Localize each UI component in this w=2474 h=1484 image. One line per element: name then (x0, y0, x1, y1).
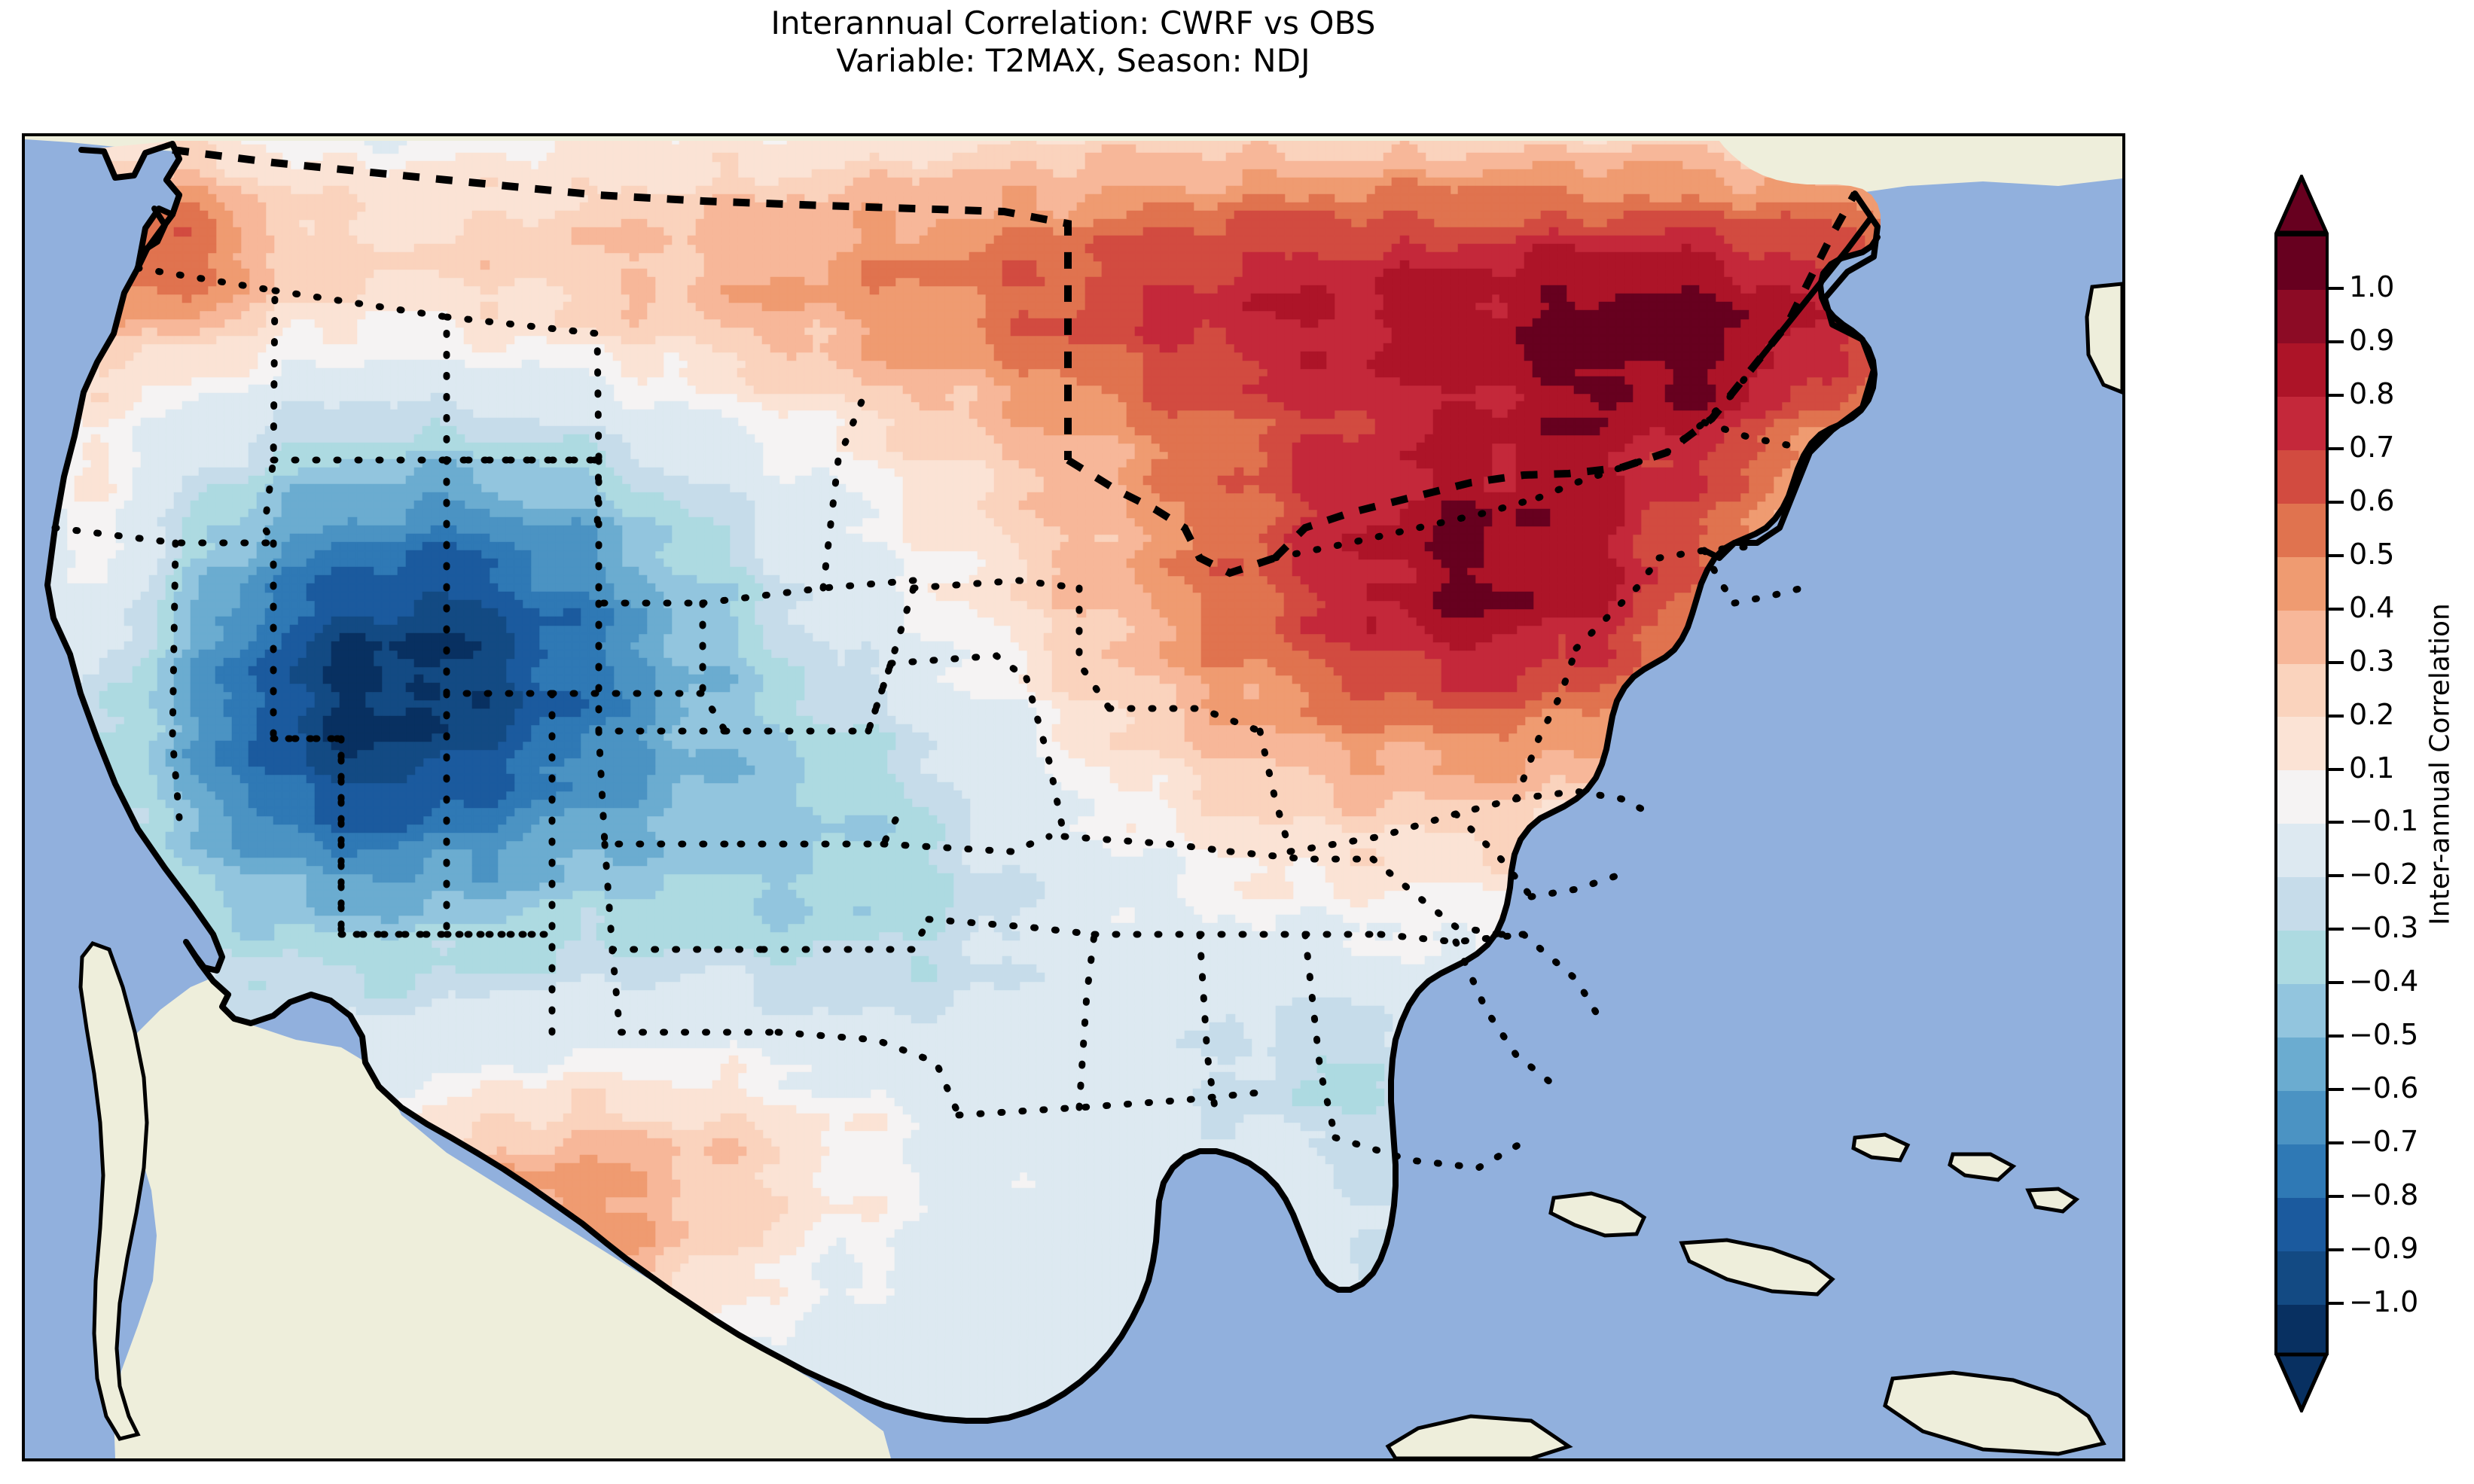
colorbar-tick-17 (2329, 1195, 2344, 1199)
colorbar-tick-label-16: −0.7 (2349, 1125, 2419, 1159)
colorbar-gradient (2274, 233, 2329, 1358)
colorbar-band-7 (2277, 610, 2326, 664)
colorbar-tick-label-0: 1.0 (2349, 270, 2395, 303)
colorbar-tick-label-12: −0.3 (2349, 911, 2419, 945)
colorbar-tick-label-11: −0.2 (2349, 858, 2419, 891)
title-line-2: Variable: T2MAX, Season: NDJ (836, 42, 1310, 80)
colorbar[interactable]: 1.0 0.9 0.8 0.7 0.6 0.5 0.4 0.3 0.2 0.1 −0.1 −0.2 −0… (2271, 113, 2474, 1415)
state-borders-layer (51, 146, 1859, 1172)
colorbar-band-1 (2277, 289, 2326, 343)
colorbar-tick-2 (2329, 393, 2344, 397)
page-title: Interannual Correlation: CWRF vs OBS Var… (0, 5, 2146, 81)
colorbar-tick-1 (2329, 340, 2344, 343)
colorbar-band-3 (2277, 396, 2326, 450)
colorbar-band-10 (2277, 770, 2326, 824)
colorbar-tick-16 (2329, 1141, 2344, 1145)
colorbar-band-15 (2277, 1038, 2326, 1091)
colorbar-tick-0 (2329, 286, 2344, 290)
colorbar-tick-label-13: −0.4 (2349, 964, 2419, 998)
colorbar-tick-label-14: −0.5 (2349, 1018, 2419, 1052)
title-line-1: Interannual Correlation: CWRF vs OBS (770, 5, 1376, 41)
colorbar-tick-label-4: 0.6 (2349, 483, 2395, 517)
colorbar-band-9 (2277, 717, 2326, 771)
colorbar-band-20 (2277, 1304, 2326, 1358)
colorbar-tick-label-1: 0.9 (2349, 323, 2395, 357)
colorbar-tick-13 (2329, 981, 2344, 985)
colorbar-band-6 (2277, 556, 2326, 611)
colorbar-band-16 (2277, 1091, 2326, 1144)
colorbar-tick-3 (2329, 446, 2344, 450)
colorbar-tick-11 (2329, 874, 2344, 878)
colorbar-band-18 (2277, 1197, 2326, 1251)
colorbar-band-0 (2277, 236, 2326, 290)
colorbar-band-8 (2277, 663, 2326, 718)
colorbar-band-2 (2277, 343, 2326, 397)
colorbar-tick-label-8: 0.2 (2349, 697, 2395, 731)
colorbar-tick-15 (2329, 1088, 2344, 1092)
colorbar-tick-label-18: −0.9 (2349, 1232, 2419, 1266)
colorbar-max-extend-arrow-icon (2274, 175, 2329, 235)
colorbar-tick-label-19: −1.0 (2349, 1285, 2419, 1319)
colorbar-tick-14 (2329, 1035, 2344, 1038)
colorbar-tick-label-15: −0.6 (2349, 1071, 2419, 1105)
colorbar-band-5 (2277, 503, 2326, 557)
colorbar-tick-label-5: 0.5 (2349, 537, 2395, 571)
correlation-map-panel[interactable] (22, 133, 2125, 1461)
colorbar-min-extend-arrow-icon (2274, 1352, 2329, 1412)
colorbar-tick-18 (2329, 1248, 2344, 1252)
colorbar-band-12 (2277, 877, 2326, 931)
colorbar-axis-label: Inter-annual Correlation (2424, 603, 2456, 925)
colorbar-band-11 (2277, 824, 2326, 878)
colorbar-tick-5 (2329, 553, 2344, 557)
map-canvas (25, 136, 2122, 1458)
colorbar-tick-9 (2329, 767, 2344, 771)
colorbar-tick-8 (2329, 714, 2344, 718)
colorbar-band-19 (2277, 1251, 2326, 1305)
colorbar-band-4 (2277, 449, 2326, 504)
colorbar-tick-label-10: −0.1 (2349, 804, 2419, 838)
colorbar-tick-label-7: 0.3 (2349, 644, 2395, 678)
colorbar-band-13 (2277, 931, 2326, 985)
colorbar-tick-19 (2329, 1302, 2344, 1306)
coastline-layer (44, 141, 1881, 1424)
colorbar-tick-10 (2329, 821, 2344, 824)
colorbar-tick-12 (2329, 928, 2344, 931)
colorbar-tick-6 (2329, 607, 2344, 611)
colorbar-band-14 (2277, 984, 2326, 1038)
colorbar-tick-label-6: 0.4 (2349, 590, 2395, 624)
colorbar-tick-label-17: −0.8 (2349, 1178, 2419, 1212)
colorbar-tick-label-9: 0.1 (2349, 751, 2395, 785)
colorbar-band-17 (2277, 1144, 2326, 1198)
colorbar-tick-4 (2329, 500, 2344, 504)
colorbar-tick-label-3: 0.7 (2349, 430, 2395, 464)
colorbar-tick-label-2: 0.8 (2349, 376, 2395, 410)
colorbar-tick-7 (2329, 660, 2344, 664)
